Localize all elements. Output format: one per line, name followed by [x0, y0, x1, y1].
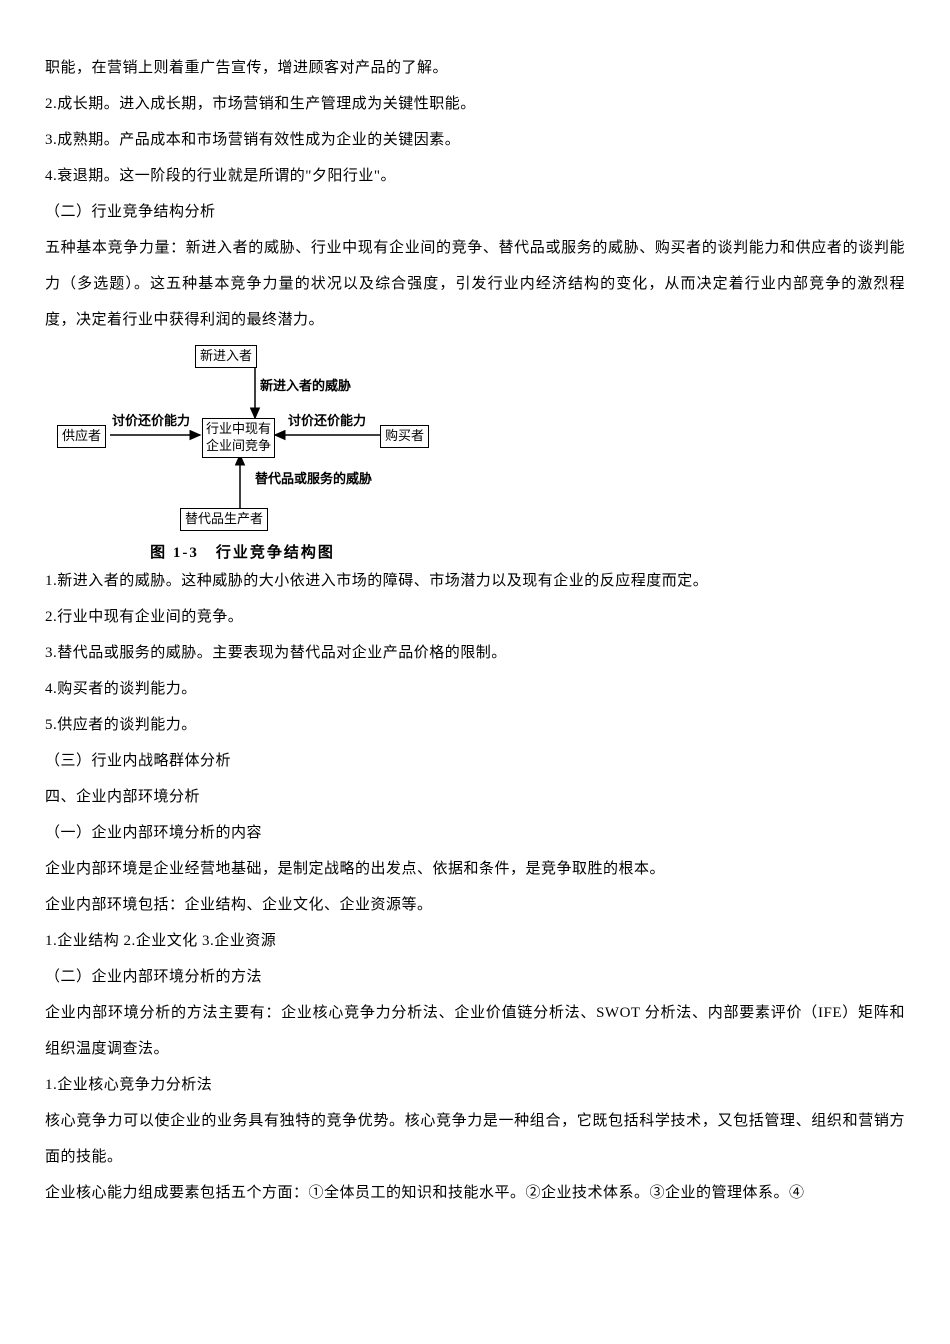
paragraph: （二）行业竞争结构分析 [45, 194, 905, 230]
paragraph: 职能，在营销上则着重广告宣传，增进顾客对产品的了解。 [45, 50, 905, 86]
paragraph: 4.购买者的谈判能力。 [45, 671, 905, 707]
edge-label-right: 讨价还价能力 [288, 413, 366, 429]
node-center-line1: 行业中现有 [206, 421, 271, 436]
paragraph: （三）行业内战略群体分析 [45, 743, 905, 779]
paragraph: 3.替代品或服务的威胁。主要表现为替代品对企业产品价格的限制。 [45, 635, 905, 671]
paragraph: 4.衰退期。这一阶段的行业就是所谓的"夕阳行业"。 [45, 158, 905, 194]
paragraph: 1.企业结构 2.企业文化 3.企业资源 [45, 923, 905, 959]
paragraph: （二）企业内部环境分析的方法 [45, 959, 905, 995]
edge-label-left: 讨价还价能力 [112, 413, 190, 429]
edge-label-top: 新进入者的威胁 [260, 378, 351, 394]
paragraph: 企业内部环境是企业经营地基础，是制定战略的出发点、依据和条件，是竞争取胜的根本。 [45, 851, 905, 887]
paragraph: （一）企业内部环境分析的内容 [45, 815, 905, 851]
node-center: 行业中现有 企业间竞争 [202, 418, 275, 458]
node-substitute: 替代品生产者 [180, 508, 268, 531]
paragraph: 2.行业中现有企业间的竞争。 [45, 599, 905, 635]
paragraph: 五种基本竞争力量：新进入者的威胁、行业中现有企业间的竞争、替代品或服务的威胁、购… [45, 230, 905, 338]
diagram-caption: 图 1-3 行业竞争结构图 [45, 535, 440, 571]
paragraph: 5.供应者的谈判能力。 [45, 707, 905, 743]
five-forces-diagram: 新进入者 供应者 行业中现有 企业间竞争 购买者 替代品生产者 新进入者的威胁 … [45, 343, 440, 558]
paragraph: 1.企业核心竞争力分析法 [45, 1067, 905, 1103]
paragraph: 企业核心能力组成要素包括五个方面：①全体员工的知识和技能水平。②企业技术体系。③… [45, 1175, 905, 1211]
paragraph: 企业内部环境分析的方法主要有：企业核心竞争力分析法、企业价值链分析法、SWOT … [45, 995, 905, 1067]
node-new-entrant: 新进入者 [195, 345, 257, 368]
paragraph: 四、企业内部环境分析 [45, 779, 905, 815]
node-buyer: 购买者 [380, 425, 429, 448]
paragraph: 3.成熟期。产品成本和市场营销有效性成为企业的关键因素。 [45, 122, 905, 158]
node-center-line2: 企业间竞争 [206, 438, 271, 453]
edge-label-bottom: 替代品或服务的威胁 [255, 471, 372, 487]
paragraph: 企业内部环境包括：企业结构、企业文化、企业资源等。 [45, 887, 905, 923]
node-supplier: 供应者 [57, 425, 106, 448]
paragraph: 核心竞争力可以使企业的业务具有独特的竞争优势。核心竞争力是一种组合，它既包括科学… [45, 1103, 905, 1175]
paragraph: 2.成长期。进入成长期，市场营销和生产管理成为关键性职能。 [45, 86, 905, 122]
